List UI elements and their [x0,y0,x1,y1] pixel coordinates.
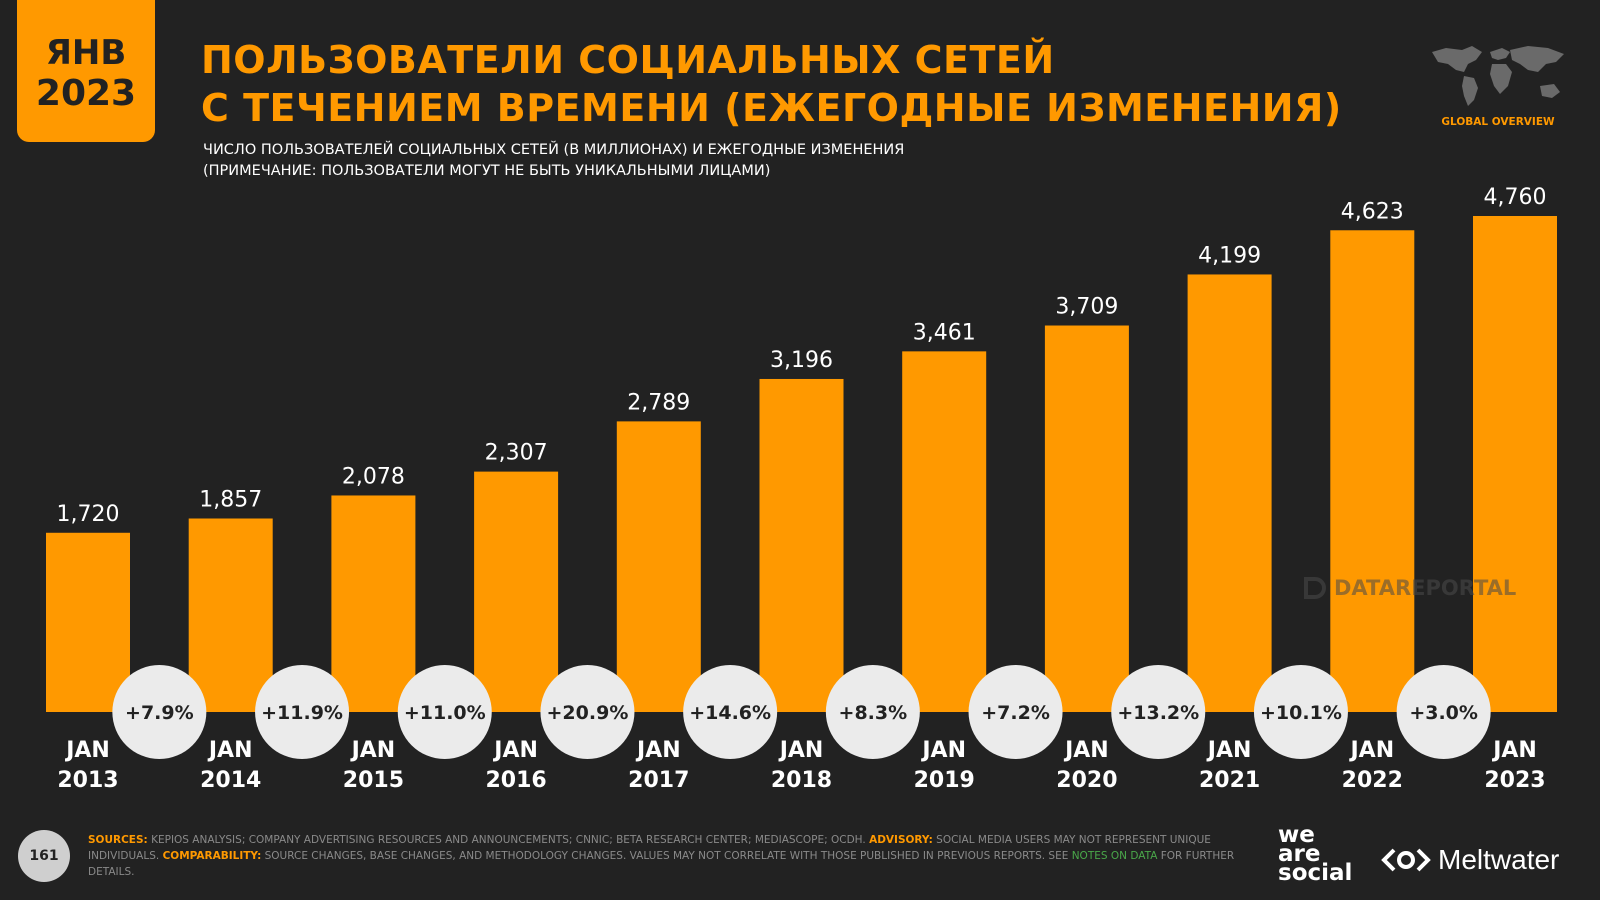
chart-subtitle: ЧИСЛО ПОЛЬЗОВАТЕЛЕЙ СОЦИАЛЬНЫХ СЕТЕЙ (В … [203,140,1203,182]
meltwater-mark-icon [1381,848,1431,872]
title-line-1: ПОЛЬЗОВАТЕЛИ СОЦИАЛЬНЫХ СЕТЕЙ [201,38,1055,82]
change-label-4: +14.6% [689,702,771,724]
x-tick-label-month-5: JAN [778,738,824,763]
bar-value-label-5: 3,196 [770,348,833,373]
bar-6 [902,351,987,712]
global-overview-label: GLOBAL OVERVIEW [1441,116,1555,128]
x-tick-label-month-1: JAN [207,738,253,763]
change-bubble-0 [112,665,207,759]
bar-value-label-2: 2,078 [342,464,405,489]
change-label-6: +7.2% [981,702,1050,724]
bar-0 [46,532,130,712]
bar-7 [1044,325,1129,712]
footer-sources: SOURCES: KEPIOS ANALYSIS; COMPANY ADVERT… [88,832,1253,880]
x-tick-label-year-8: 2021 [1199,768,1260,793]
change-label-2: +11.0% [404,702,486,724]
bar-value-label-8: 4,199 [1198,243,1261,268]
x-tick-label-month-0: JAN [64,738,110,763]
x-tick-label-year-0: 2013 [57,768,118,793]
bar-5 [759,378,844,712]
world-map-icon [1432,46,1564,106]
subtitle-line-2: (ПРИМЕЧАНИЕ: ПОЛЬЗОВАТЕЛИ МОГУТ НЕ БЫТЬ … [203,163,771,179]
badge-month: ЯНВ [45,33,127,73]
change-bubble-7 [1111,665,1206,759]
change-bubble-8 [1253,665,1348,759]
datareportal-logo-icon [1304,577,1326,599]
change-bubble-4 [683,665,778,759]
bar-2 [331,495,416,712]
bar-value-label-3: 2,307 [485,441,548,466]
change-bubble-9 [1396,665,1491,759]
change-bubble-6 [968,665,1063,759]
comparability-text: SOURCE CHANGES, BASE CHANGES, AND METHOD… [261,850,1072,862]
x-tick-label-year-5: 2018 [771,768,832,793]
bar-value-label-10: 4,760 [1484,185,1547,210]
page-number: 161 [18,830,70,882]
comparability-label: COMPARABILITY: [162,850,262,862]
change-bubble-3 [540,665,635,759]
bar-value-label-0: 1,720 [57,502,120,527]
x-tick-label-year-6: 2019 [914,768,975,793]
bar-1 [188,518,273,712]
footer-tail-text: FOR FURTHER DETAILS. [88,850,1235,878]
bar-value-label-4: 2,789 [627,390,690,415]
bar-value-label-7: 3,709 [1055,295,1118,320]
x-tick-label-year-10: 2023 [1484,768,1545,793]
page-title: ПОЛЬЗОВАТЕЛИ СОЦИАЛЬНЫХ СЕТЕЙ С ТЕЧЕНИЕМ… [201,36,1381,132]
bar-3 [474,471,559,712]
change-label-3: +20.9% [547,702,629,724]
bar-4 [616,421,701,712]
meltwater-logo: Meltwater [1380,842,1586,878]
x-tick-label-year-1: 2014 [200,768,261,793]
advisory-text: SOCIAL MEDIA USERS MAY NOT REPRESENT UNI… [88,834,1211,862]
x-tick-label-year-7: 2020 [1056,768,1117,793]
bar-value-label-9: 4,623 [1341,199,1404,224]
bar-value-label-6: 3,461 [913,320,976,345]
x-tick-label-year-4: 2017 [628,768,689,793]
x-tick-label-year-9: 2022 [1342,768,1403,793]
change-label-9: +3.0% [1409,702,1478,724]
was-line-1: we [1278,822,1315,848]
badge-year: 2023 [35,73,137,114]
advisory-label: ADVISORY: [869,834,933,846]
sources-label: SOURCES: [88,834,148,846]
change-label-0: +7.9% [125,702,194,724]
bar-8 [1187,274,1272,712]
was-line-2: are [1278,841,1321,867]
x-tick-label-month-8: JAN [1206,738,1252,763]
was-line-3: social [1278,860,1353,886]
notes-on-data-link[interactable]: NOTES ON DATA [1071,850,1158,862]
bar-value-label-1: 1,857 [199,487,262,512]
watermark-text: DATAREPORTAL [1334,576,1517,600]
change-bubble-2 [397,665,492,759]
change-label-1: +11.9% [261,702,343,724]
x-tick-label-month-9: JAN [1348,738,1394,763]
x-tick-label-month-2: JAN [350,738,396,763]
change-label-7: +13.2% [1117,702,1199,724]
change-label-5: +8.3% [839,702,908,724]
change-bubble-5 [825,665,920,759]
change-bubble-1 [255,665,350,759]
x-tick-label-year-3: 2016 [485,768,546,793]
x-tick-label-month-6: JAN [920,738,966,763]
title-line-2: С ТЕЧЕНИЕМ ВРЕМЕНИ (ЕЖЕГОДНЫЕ ИЗМЕНЕНИЯ) [201,86,1342,130]
bar-10 [1473,216,1557,712]
x-tick-label-month-4: JAN [635,738,681,763]
change-label-8: +10.1% [1260,702,1342,724]
x-tick-label-month-7: JAN [1063,738,1109,763]
sources-text: KEPIOS ANALYSIS; COMPANY ADVERTISING RES… [147,834,870,846]
subtitle-line-1: ЧИСЛО ПОЛЬЗОВАТЕЛЕЙ СОЦИАЛЬНЫХ СЕТЕЙ (В … [203,142,905,158]
meltwater-text: Meltwater [1438,844,1560,875]
we-are-social-logo: we are social [1278,822,1362,886]
bar-9 [1330,230,1415,712]
date-badge: ЯНВ 2023 [17,0,155,142]
x-tick-label-month-10: JAN [1491,738,1537,763]
x-tick-label-year-2: 2015 [343,768,404,793]
x-tick-label-month-3: JAN [492,738,538,763]
datareportal-watermark: DATAREPORTAL [1302,572,1532,604]
